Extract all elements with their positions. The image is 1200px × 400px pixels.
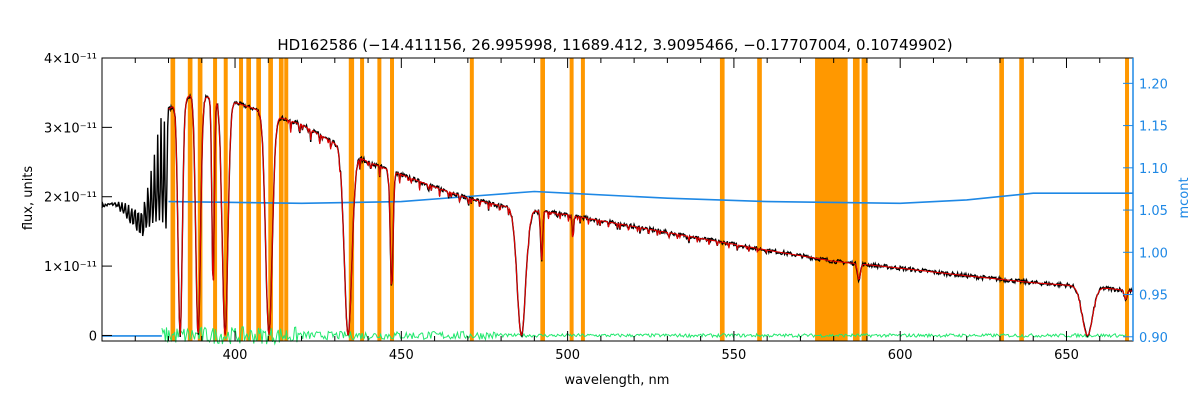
mask-region [999,58,1004,341]
y2-tick-label: 1.05 [1139,204,1168,219]
mask-region [815,58,848,341]
y-tick-label: 3×10⁻¹¹ [44,121,97,136]
mask-region [540,58,545,341]
residual-layer [161,326,1127,346]
spectrum-layer [101,93,1134,338]
residual-line [161,326,1127,346]
x-axis-label: wavelength, nm [565,373,670,388]
mask-region [852,58,860,341]
mask-region [284,58,289,341]
mask-region [223,58,228,341]
y2-tick-label: 1.00 [1139,246,1168,261]
x-tick-label: 600 [888,348,913,363]
mask-region [256,58,261,341]
mask-region [377,58,382,341]
x-tick-label: 500 [555,348,580,363]
y2-tick-label: 1.20 [1139,77,1168,92]
mask-region [348,58,355,341]
masks-layer [170,58,1130,341]
y-axis-label: flux, units [21,166,36,231]
x-tick-label: 550 [721,348,746,363]
mask-region [239,58,244,341]
y-tick-label: 2×10⁻¹¹ [44,191,97,206]
mask-region [1019,58,1024,341]
y-tick-label: 4×10⁻¹¹ [44,52,97,67]
y2-axis-label: mcont [1177,177,1192,218]
mask-region [268,58,273,341]
mask-region [580,58,585,341]
mask-region [170,58,176,341]
y2-tick-label: 0.95 [1139,289,1168,304]
y2-tick-label: 1.15 [1139,120,1168,135]
mask-region [187,58,193,341]
x-tick-label: 400 [223,348,248,363]
mask-region [246,58,251,341]
mask-region [197,58,203,341]
mask-region [569,58,574,341]
mask-region [360,58,365,341]
chart-title: HD162586 (−14.411156, 26.995998, 11689.4… [277,36,952,54]
mask-region [1125,58,1130,341]
x-tick-label: 450 [389,348,414,363]
mask-region [278,58,284,341]
y2-tick-label: 1.10 [1139,162,1168,177]
x-tick-label: 650 [1054,348,1079,363]
y-tick-label: 1×10⁻¹¹ [44,260,97,275]
mask-region [390,58,395,341]
mcont-line [168,190,1133,205]
model-spectrum-line [168,95,1134,337]
y2-tick-label: 0.90 [1139,331,1168,346]
y-tick-label: 0 [89,329,97,344]
axes-layer: 400 450 500 550 600 650 0 1×10⁻¹¹ 2×10⁻¹¹ 3×10⁻¹¹… [44,52,1168,363]
mask-region [757,58,762,341]
mask-region [861,58,868,341]
